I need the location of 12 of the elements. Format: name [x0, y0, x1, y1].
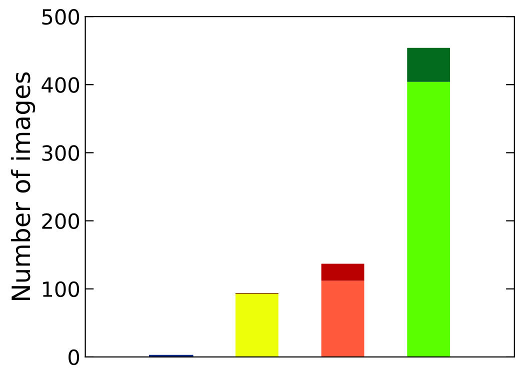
- y-tick-label: 500: [42, 9, 80, 25]
- y-tick-label: 200: [42, 213, 80, 230]
- y-axis-title: Number of images: [10, 72, 36, 300]
- bar: [321, 264, 364, 281]
- y-tick-label: 400: [42, 77, 80, 93]
- bar: [407, 82, 450, 357]
- bar: [321, 280, 364, 357]
- y-tick-label: 0: [68, 349, 80, 366]
- bar: [407, 48, 450, 82]
- y-tick-label: 100: [42, 281, 80, 298]
- bar: [235, 294, 278, 357]
- y-tick-label: 300: [42, 145, 80, 161]
